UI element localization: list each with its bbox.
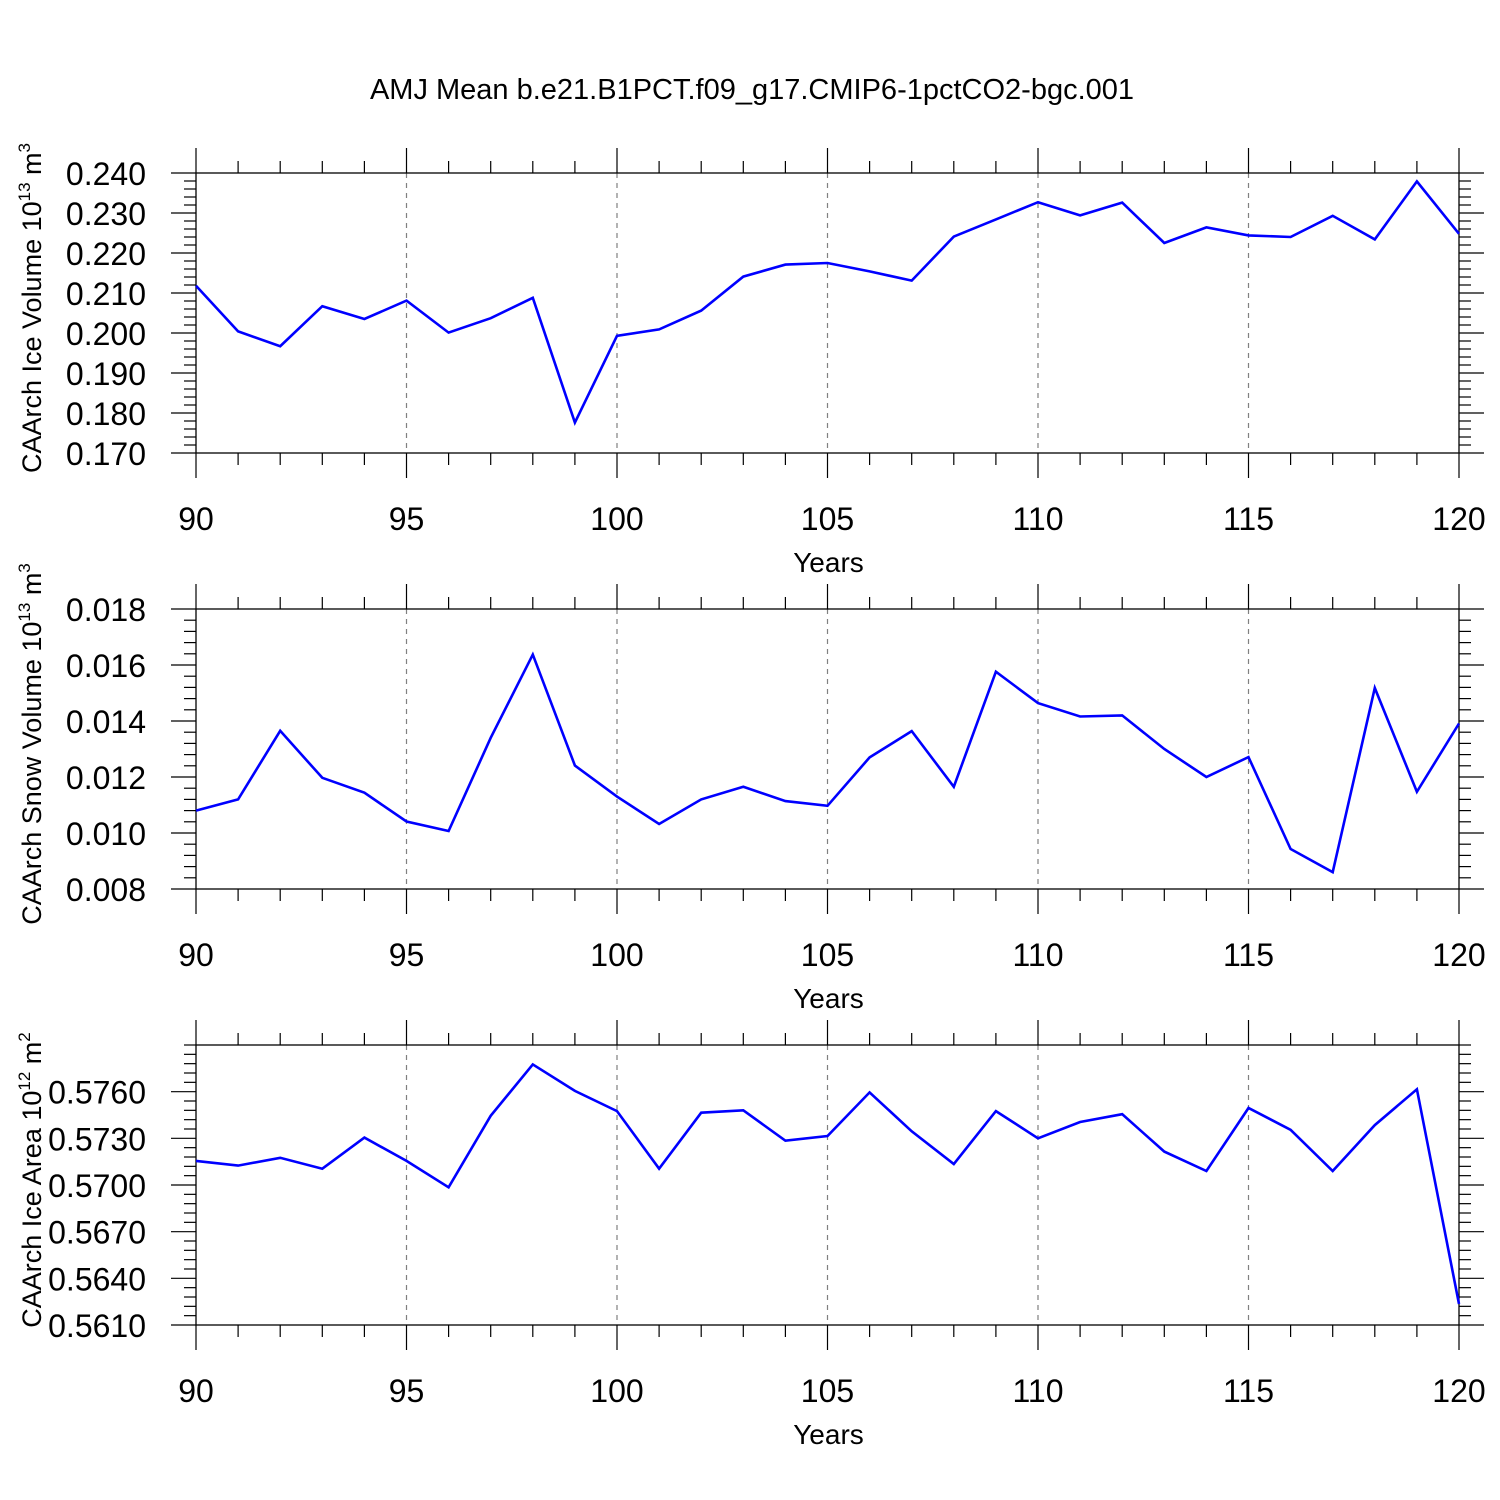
panel-3-y-tick-label: 0.5670 bbox=[48, 1215, 146, 1251]
panel-3-x-tick-label: 110 bbox=[1012, 1373, 1063, 1409]
panel-2-y-axis-label: CAArch Snow Volume 1013 m3 bbox=[15, 563, 47, 925]
panel-2-x-tick-label: 115 bbox=[1223, 937, 1274, 973]
chart-panel-1: 90 95 100 105 110 115 120 Years 0.170 0.180 0.190 0… bbox=[15, 143, 1486, 578]
panel-3-y-axis-label-exp: 12 bbox=[15, 1072, 34, 1091]
panel-3-x-tick-label: 105 bbox=[801, 1373, 854, 1409]
panel-3-y-axis-label-text: CAArch Ice Area 10 bbox=[17, 1091, 47, 1328]
panel-2-y-axis-label-exp: 13 bbox=[15, 603, 34, 622]
chart-panel-2: 90 95 100 105 110 115 120 Years 0.008 0.010 0.012 0… bbox=[15, 563, 1486, 1014]
panel-1-y-tick-label: 0.210 bbox=[66, 276, 146, 312]
panel-1-x-tick-label: 120 bbox=[1432, 501, 1485, 537]
panel-2-y-tick-label: 0.016 bbox=[66, 648, 146, 684]
panel-2-y-axis-label-text: CAArch Snow Volume 10 bbox=[17, 622, 47, 925]
figure-title: AMJ Mean b.e21.B1PCT.f09_g17.CMIP6-1pctC… bbox=[370, 74, 1134, 106]
panel-3-y-axis-label-unit: m bbox=[17, 1042, 47, 1072]
panel-1-y-axis-label-unit: m bbox=[17, 152, 47, 182]
panel-1-y-tick-label: 0.180 bbox=[66, 396, 146, 432]
chart-panel-3: 90 95 100 105 110 115 120 Years 0.5610 0.5640 0.56… bbox=[15, 1020, 1486, 1450]
panel-3-y-axis-label-unit-exp: 2 bbox=[15, 1032, 34, 1041]
panel-3-x-tick-label: 90 bbox=[178, 1373, 214, 1409]
panel-3-y-tick-label: 0.5640 bbox=[48, 1261, 146, 1297]
panel-3-y-axis-label: CAArch Ice Area 1012 m2 bbox=[15, 1032, 47, 1328]
panel-2-y-tick-label: 0.014 bbox=[66, 704, 146, 740]
panel-2-x-axis-label: Years bbox=[793, 983, 864, 1014]
panel-1-x-tick-label: 110 bbox=[1012, 501, 1063, 537]
panel-1-y-tick-label: 0.190 bbox=[66, 356, 146, 392]
panel-3-x-axis-label: Years bbox=[793, 1419, 864, 1450]
panel-2-x-tick-label: 120 bbox=[1432, 937, 1485, 973]
panel-1-y-tick-label: 0.230 bbox=[66, 196, 146, 232]
panel-3-x-tick-label: 115 bbox=[1223, 1373, 1274, 1409]
panel-2-y-tick-label: 0.012 bbox=[66, 760, 146, 796]
panel-1-x-tick-label: 115 bbox=[1223, 501, 1274, 537]
panel-2-x-tick-label: 110 bbox=[1012, 937, 1063, 973]
panel-1-y-axis-label-unit-exp: 3 bbox=[15, 143, 34, 152]
panel-1-x-tick-label: 95 bbox=[389, 501, 425, 537]
panel-1-y-tick-label: 0.200 bbox=[66, 316, 146, 352]
panel-2-y-axis-label-unit: m bbox=[17, 573, 47, 603]
panel-2-x-tick-label: 95 bbox=[389, 937, 425, 973]
panel-3-y-tick-label: 0.5700 bbox=[48, 1168, 146, 1204]
panel-1-y-axis-label: CAArch Ice Volume 1013 m3 bbox=[15, 143, 47, 473]
panel-1-x-tick-label: 105 bbox=[801, 501, 854, 537]
panel-1-y-tick-label: 0.170 bbox=[66, 436, 146, 472]
panel-2-y-axis-label-unit-exp: 3 bbox=[15, 563, 34, 572]
panel-1-x-tick-label: 90 bbox=[178, 501, 214, 537]
panel-2-x-tick-label: 90 bbox=[178, 937, 214, 973]
panel-2-y-tick-label: 0.018 bbox=[66, 592, 146, 628]
panel-3-y-tick-label: 0.5730 bbox=[48, 1121, 146, 1157]
panel-2-y-tick-label: 0.008 bbox=[66, 872, 146, 908]
panel-1-x-tick-label: 100 bbox=[590, 501, 643, 537]
panel-1-y-tick-label: 0.240 bbox=[66, 156, 146, 192]
panel-2-x-tick-label: 100 bbox=[590, 937, 643, 973]
panel-1-y-axis-label-exp: 13 bbox=[15, 182, 34, 201]
panel-2-x-tick-label: 105 bbox=[801, 937, 854, 973]
panel-3-x-tick-label: 120 bbox=[1432, 1373, 1485, 1409]
panel-1-x-axis-label: Years bbox=[793, 547, 864, 578]
panel-2-y-tick-label: 0.010 bbox=[66, 816, 146, 852]
panel-1-y-axis-label-text: CAArch Ice Volume 10 bbox=[17, 201, 47, 473]
panel-3-x-tick-label: 95 bbox=[389, 1373, 425, 1409]
chart-panels: 90 95 100 105 110 115 120 Years 0.170 0.180 0.190 0… bbox=[15, 143, 1486, 1450]
panel-3-x-tick-label: 100 bbox=[590, 1373, 643, 1409]
panel-3-y-tick-label: 0.5760 bbox=[48, 1075, 146, 1111]
panel-1-y-tick-label: 0.220 bbox=[66, 236, 146, 272]
panel-3-y-tick-label: 0.5610 bbox=[48, 1308, 146, 1344]
